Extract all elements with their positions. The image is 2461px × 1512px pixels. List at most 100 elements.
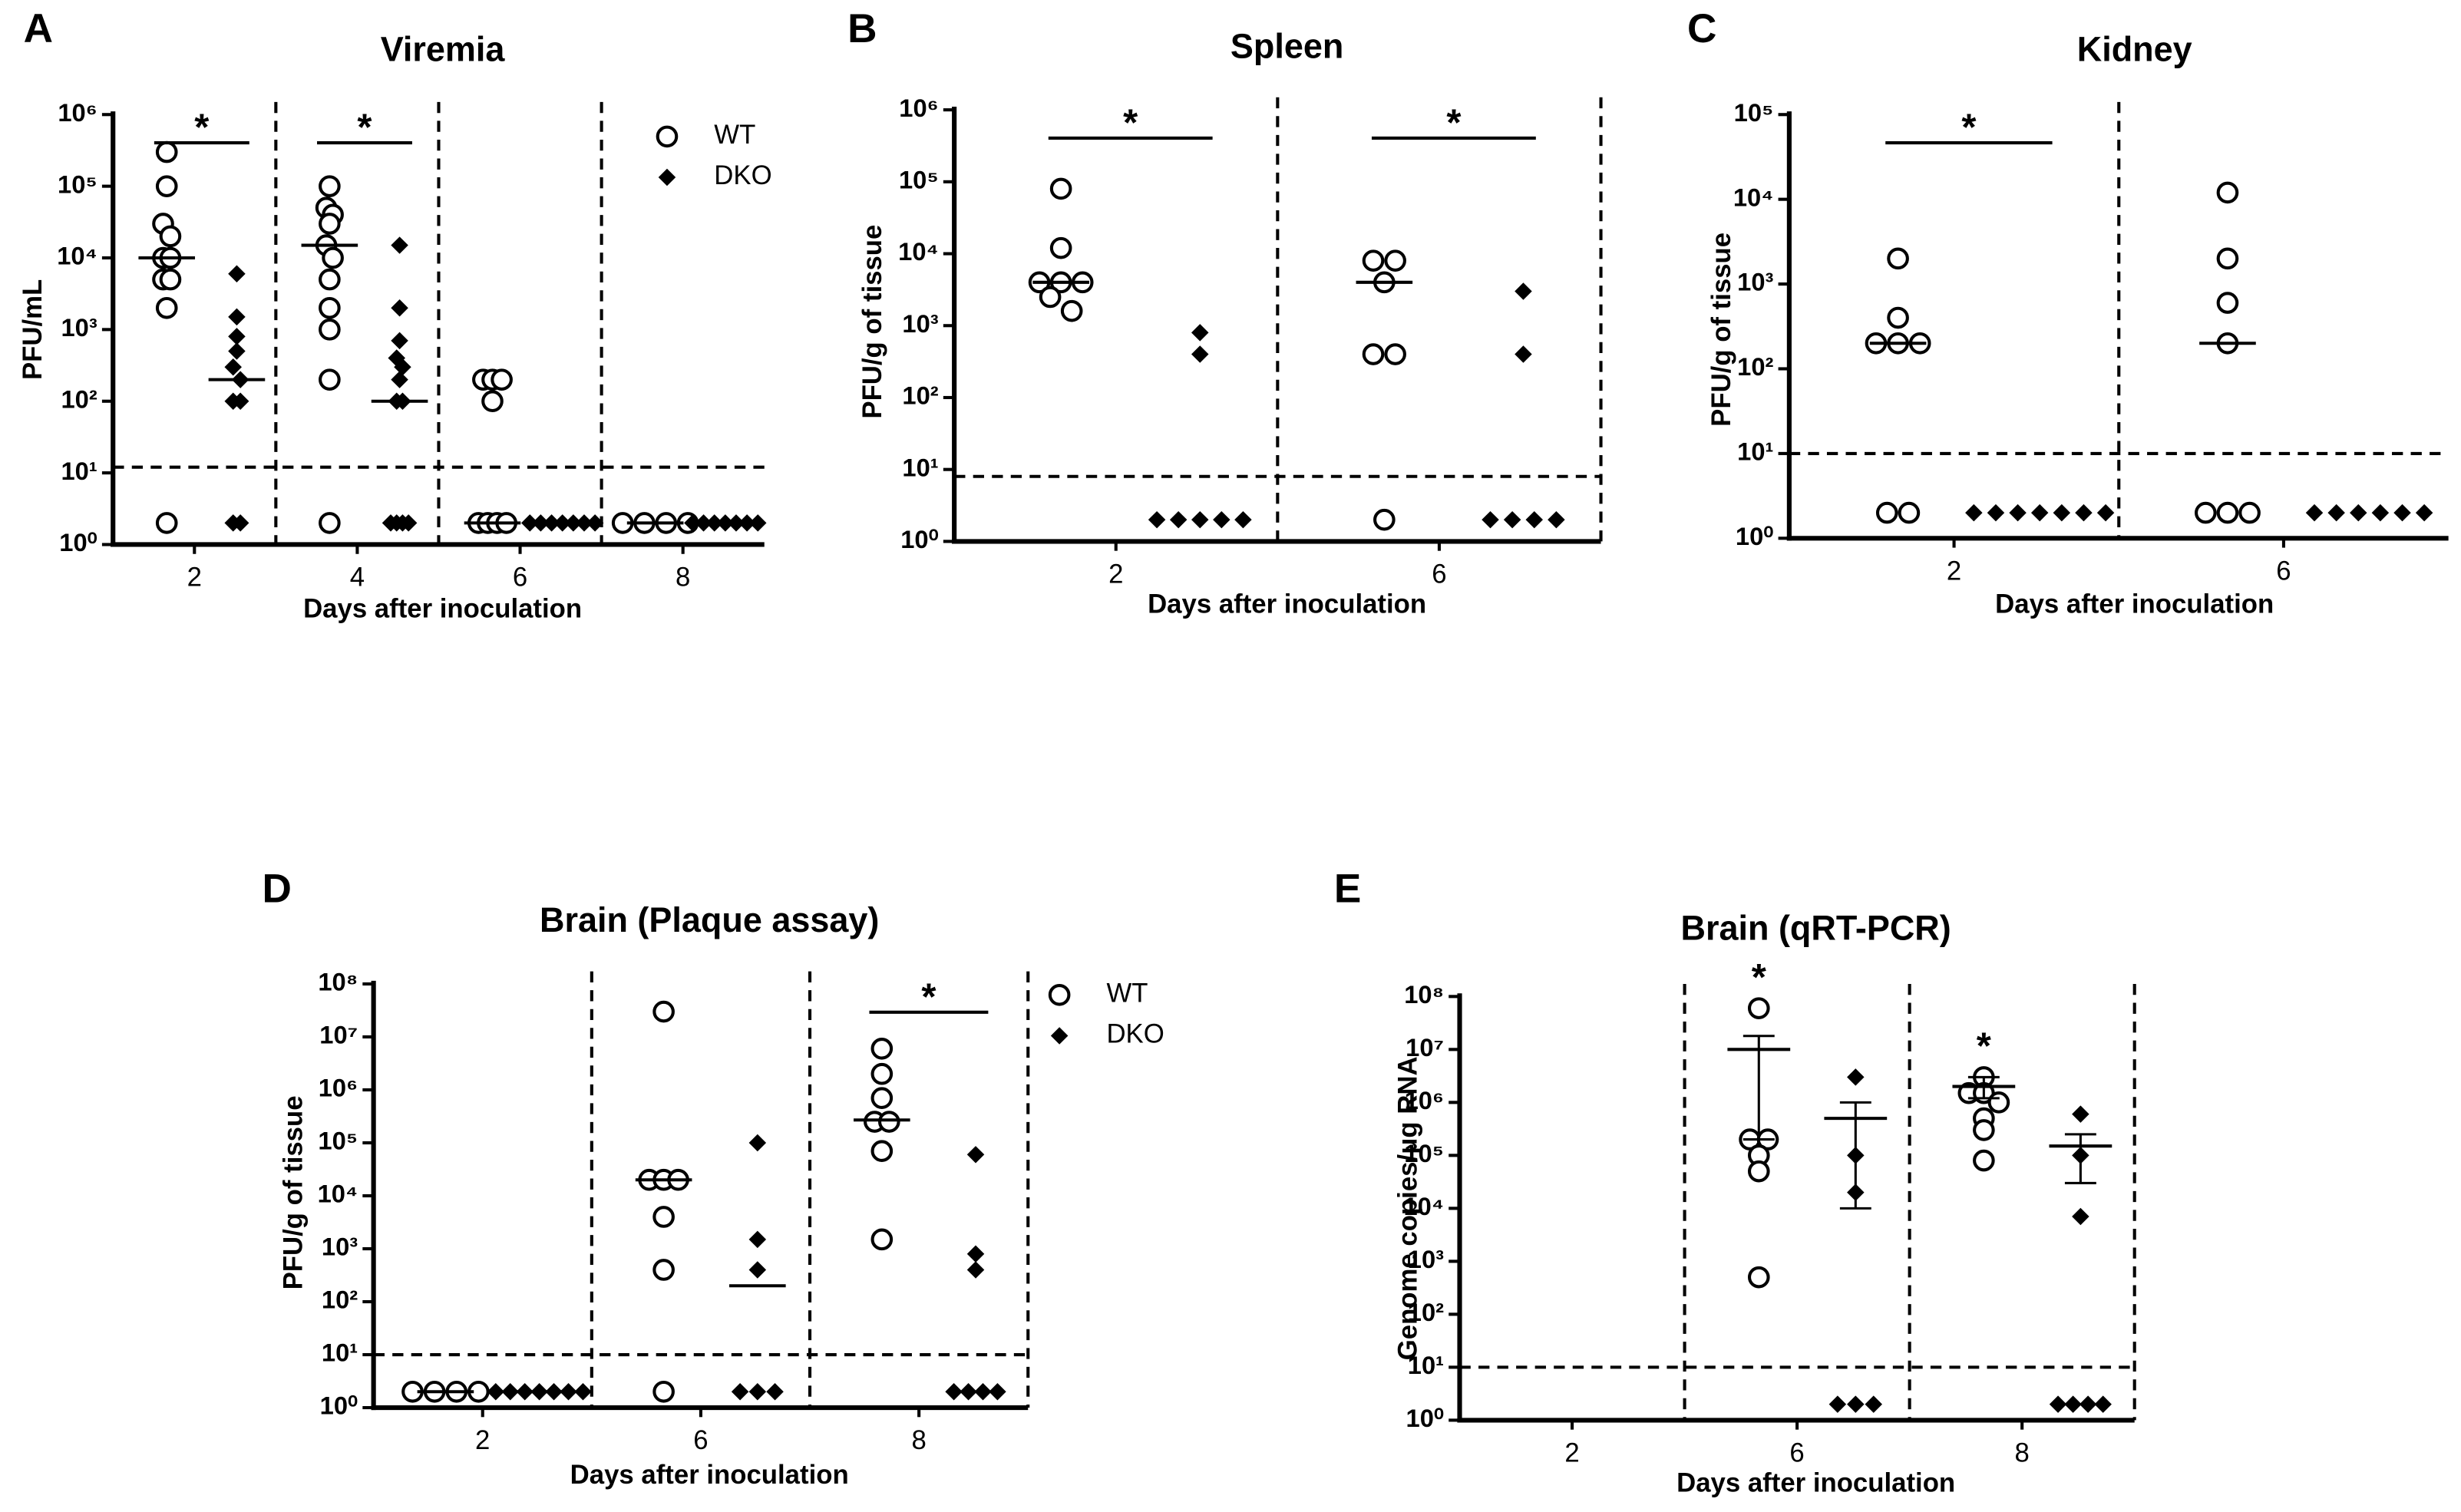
data-point — [966, 1261, 985, 1279]
x-axis-label: Days after inoculation — [1676, 1468, 1955, 1497]
data-point — [1987, 503, 2005, 522]
data-point — [228, 342, 246, 360]
chart-title: Viremia — [381, 29, 506, 68]
data-point — [766, 1383, 784, 1401]
data-point — [1973, 1119, 1995, 1141]
y-tick-label: 10² — [902, 381, 938, 410]
y-tick-label: 10² — [61, 385, 97, 413]
y-tick-label: 10² — [1408, 1298, 1444, 1326]
data-point — [966, 1245, 985, 1263]
data-point — [1503, 510, 1521, 529]
data-point — [319, 296, 341, 319]
data-point — [2327, 503, 2345, 522]
panel-label: D — [262, 866, 291, 911]
data-point — [652, 1206, 675, 1228]
data-point — [652, 1380, 675, 1403]
x-tick-label: 8 — [2015, 1439, 2030, 1468]
significance-label: * — [1752, 957, 1767, 999]
y-tick-label: 10² — [322, 1286, 358, 1314]
data-point — [501, 1383, 519, 1401]
x-tick-label: 6 — [693, 1426, 708, 1455]
x-axis-label: Days after inoculation — [1995, 589, 2274, 619]
data-point — [1525, 510, 1544, 529]
data-point — [159, 268, 182, 291]
data-point — [1965, 503, 1983, 522]
data-point — [1373, 508, 1396, 531]
data-point — [159, 225, 182, 248]
x-tick-label: 2 — [1947, 556, 1961, 586]
x-tick-label: 6 — [513, 563, 527, 593]
x-axis-label: Days after inoculation — [1148, 589, 1426, 619]
data-point — [228, 265, 246, 282]
data-point — [231, 514, 249, 532]
y-tick-label: 10¹ — [61, 457, 97, 485]
data-point — [1515, 345, 1532, 363]
y-tick-label: 10⁴ — [1733, 183, 1774, 211]
data-point — [319, 175, 341, 197]
data-point — [586, 514, 604, 532]
data-point — [2393, 503, 2411, 522]
y-tick-label: 10¹ — [322, 1339, 358, 1367]
data-point — [1213, 510, 1230, 529]
data-point — [1482, 510, 1499, 529]
data-point — [391, 299, 408, 317]
data-point — [1060, 299, 1083, 322]
data-point — [1898, 501, 1921, 524]
data-point — [2072, 1105, 2089, 1123]
data-point — [2079, 1395, 2097, 1413]
data-point — [1362, 249, 1385, 272]
y-tick-label: 10² — [1737, 352, 1773, 381]
x-axis-label: Days after inoculation — [570, 1461, 849, 1490]
data-point — [945, 1383, 963, 1401]
data-point — [1169, 510, 1188, 529]
data-point — [1847, 1068, 1865, 1086]
y-axis-label: PFU/mL — [18, 279, 48, 380]
data-point — [319, 512, 341, 534]
y-tick-label: 10⁶ — [899, 94, 938, 122]
data-point — [1191, 345, 1209, 363]
data-point — [1987, 1091, 2010, 1114]
data-point — [228, 308, 246, 326]
data-point — [870, 1140, 894, 1163]
data-point — [748, 1230, 767, 1249]
x-axis-label: Days after inoculation — [303, 595, 582, 624]
data-point — [2216, 292, 2239, 314]
significance-label: * — [194, 107, 210, 149]
chart-title: Brain (qRT-PCR) — [1681, 908, 1951, 947]
chart-title: Spleen — [1230, 26, 1343, 65]
data-point — [394, 358, 411, 376]
data-point — [487, 1383, 505, 1401]
data-point — [388, 349, 405, 367]
y-tick-label: 10⁴ — [898, 237, 939, 266]
data-point — [1747, 1160, 1770, 1183]
legend-marker — [1048, 983, 1071, 1006]
data-point — [1515, 282, 1532, 300]
data-point — [2238, 501, 2261, 524]
data-point — [870, 1062, 894, 1085]
data-point — [1548, 510, 1565, 529]
significance-label: * — [1123, 103, 1138, 144]
y-tick-label: 10³ — [61, 313, 97, 342]
data-point — [974, 1383, 992, 1401]
y-tick-label: 10⁶ — [1405, 1086, 1444, 1114]
data-point — [560, 1383, 577, 1401]
significance-label: * — [357, 107, 372, 149]
legend-marker — [1050, 1027, 1069, 1045]
data-point — [399, 514, 418, 532]
data-point — [319, 213, 341, 235]
data-point — [319, 368, 341, 391]
data-point — [2096, 503, 2115, 522]
data-point — [748, 1261, 767, 1279]
data-point — [521, 514, 539, 532]
significance-label: * — [921, 976, 937, 1018]
y-tick-label: 10⁵ — [1404, 1139, 1444, 1167]
data-point — [652, 1000, 675, 1023]
data-point — [2216, 501, 2239, 524]
data-point — [228, 328, 246, 345]
data-point — [1039, 286, 1062, 309]
data-point — [2415, 503, 2433, 522]
chart-title: Kidney — [2077, 29, 2192, 68]
y-tick-label: 10⁵ — [318, 1127, 358, 1155]
x-tick-label: 4 — [350, 563, 365, 593]
